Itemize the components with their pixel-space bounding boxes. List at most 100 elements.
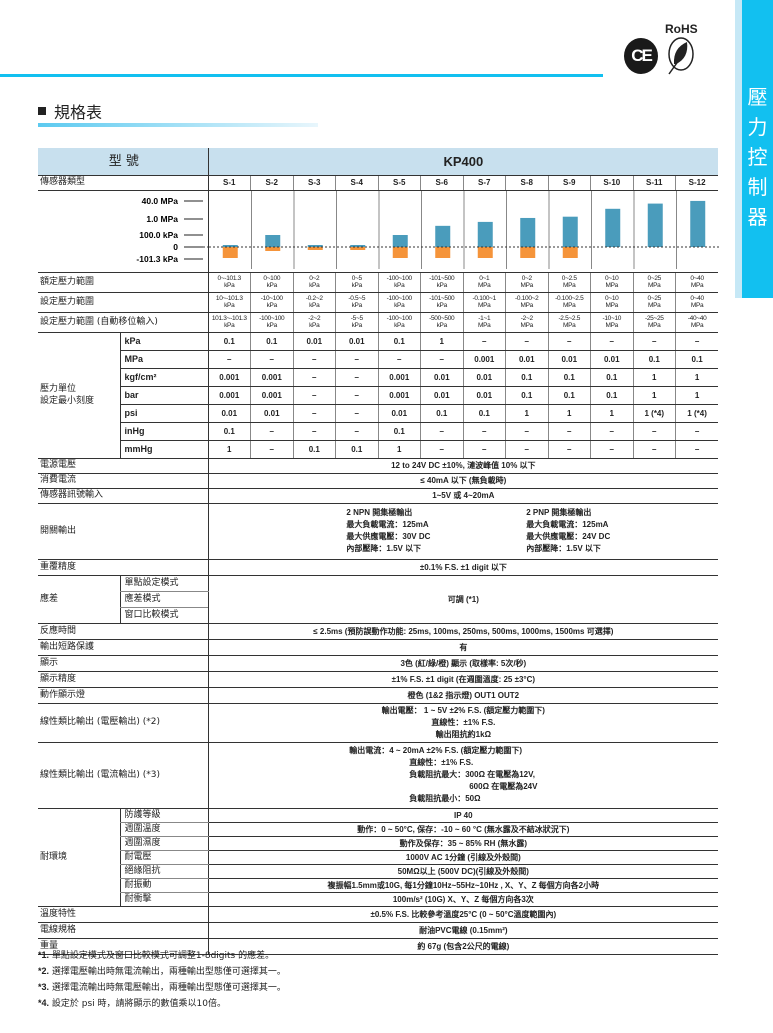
bar-negative-S-4 — [349, 247, 365, 250]
row-value: 輸出電流：4 ~ 20mA ±2% F.S. (額定壓力範圍下) 直線性：±1% … — [207, 742, 719, 809]
row-value: 輸出電壓： 1 ~ 5V ±2% F.S. (額定壓力範圍下) 直線性：±1% F… — [207, 703, 719, 743]
sensor-header: S-8 — [505, 175, 549, 191]
model-name: KP400 — [207, 148, 719, 176]
resolution-cell: 0.001 — [250, 368, 294, 387]
range-value: 0~2.5 — [561, 275, 577, 282]
bar-positive-S-2 — [264, 235, 280, 247]
range-value: 0~2 — [309, 275, 320, 282]
range-unit: MPa — [690, 322, 704, 329]
range-unit: kPa — [224, 282, 235, 289]
range-cell: 0~25 MPa — [632, 292, 676, 313]
hysteresis-row: 應差 單點設定模式 可調 (*1) — [38, 575, 719, 624]
range-value: 0~40 — [690, 275, 704, 282]
range-cell: -1~1 MPa — [462, 312, 506, 333]
unit-label: inHg — [119, 422, 209, 441]
range-value: -2~2 — [308, 315, 321, 322]
resolution-cell: – — [292, 386, 336, 405]
resolution-cell: 0.001 — [250, 386, 294, 405]
range-cell: -0.100~2.5 MPa — [547, 292, 591, 313]
row-value: ±0.5% F.S. 比較參考溫度25°C (0 ~ 50°C溫度範圍內) — [207, 906, 719, 923]
resolution-cell: 0.1 — [377, 422, 421, 441]
section-title: 規格表 — [38, 99, 102, 123]
text-line: 2 NPN 開集極輸出 — [346, 508, 413, 517]
resolution-cell: – — [335, 368, 379, 387]
range-value: 0~5 — [351, 275, 362, 282]
range-value: -10~100 — [260, 295, 283, 302]
range-cell: -40~40 MPa — [675, 312, 719, 333]
resolution-cell: 0.1 — [462, 404, 506, 423]
row-label: 額定壓力範圍 — [38, 272, 209, 293]
ce-logo: CE — [624, 38, 658, 74]
resolution-cell: – — [632, 332, 676, 351]
range-cell: -10~100 kPa — [250, 292, 294, 313]
resolution-cell: – — [250, 422, 294, 441]
y-tick-label: 40.0 MPa — [142, 196, 179, 206]
environment-row: 耐衝擊 100m/s² (10G) X、Y、Z 每個方向各3次 — [38, 892, 719, 907]
range-value: -0.5~5 — [348, 295, 366, 302]
resolution-cell: 0.001 — [207, 368, 251, 387]
bar-negative-S-7 — [477, 247, 493, 258]
hysteresis-mode: 單點設定模式 — [119, 575, 209, 592]
sensor-header: S-11 — [632, 175, 676, 191]
range-unit: MPa — [520, 322, 534, 329]
spec-table: 型 號 KP400 傳感器類型 S-1 S-2 S-3 S-4 S-5 S-6 S-7 S-8 S-9… — [38, 148, 719, 955]
resolution-cell: 1 — [632, 386, 676, 405]
resolution-cell: 0.001 — [462, 350, 506, 369]
resolution-cell: – — [420, 440, 464, 459]
range-value: 0~25 — [647, 275, 662, 282]
range-cell: 0~5 kPa — [335, 272, 379, 293]
row-value: 約 67g (包含2公尺的電線) — [207, 938, 719, 955]
text-line: 600Ω 在電壓為24V — [469, 782, 538, 791]
auto-range-row: 設定壓力範圍 (自動移位輸入) 101.3~-101.3 kPa -100~100 kP… — [38, 312, 719, 333]
bullet-square-icon — [38, 107, 46, 115]
resolution-cell: 0.01 — [420, 386, 464, 405]
resolution-cell: – — [335, 422, 379, 441]
resolution-cell: 1 — [675, 368, 719, 387]
range-unit: MPa — [648, 322, 661, 329]
sensor-header: S-10 — [590, 175, 634, 191]
resolution-cell: – — [675, 440, 719, 459]
resolution-cell: 0.01 — [377, 404, 421, 423]
resolution-cell: – — [590, 422, 634, 441]
unit-label: mmHg — [119, 440, 209, 459]
resolution-cell: 0.1 — [292, 440, 336, 459]
row-value: 複振幅1.5mm或10G, 每1分鐘10Hz~55Hz~10Hz , X、Y、Z… — [207, 878, 719, 893]
range-cell: -10~10 MPa — [590, 312, 634, 333]
range-cell: -101~500 kPa — [420, 272, 464, 293]
row-label: 顯示 — [38, 655, 209, 672]
chart-cell — [207, 190, 719, 273]
resolution-cell: 0.01 — [250, 404, 294, 423]
range-unit: MPa — [563, 322, 576, 329]
side-tab-char: 控 — [747, 145, 768, 169]
row-label: 線性類比輸出 (電流輸出) (*3) — [38, 742, 209, 809]
resolution-cell: – — [505, 332, 549, 351]
resolution-cell: – — [420, 422, 464, 441]
resolution-cell: – — [632, 440, 676, 459]
footnote: *1. 單點設定模式及窗口比較模式可調整1-8digits 的應差。 — [38, 948, 286, 964]
resolution-cell: 0.1 — [675, 350, 719, 369]
row-label: 傳感器類型 — [38, 175, 209, 191]
range-value: 0~100 — [263, 275, 281, 282]
range-value: -5~5 — [350, 315, 363, 322]
range-cell: 0~10 MPa — [590, 272, 634, 293]
range-value: -2~2 — [520, 315, 533, 322]
range-unit: kPa — [436, 282, 448, 289]
range-unit: MPa — [563, 302, 576, 309]
range-cell: -500~500 kPa — [420, 312, 464, 333]
bar-positive-S-1 — [222, 245, 238, 247]
range-value: 0~2 — [521, 275, 532, 282]
range-unit: kPa — [351, 282, 363, 289]
resolution-cell: – — [547, 332, 591, 351]
sensor-header: S-9 — [547, 175, 591, 191]
resolution-cell: 0.1 — [207, 422, 251, 441]
hysteresis-row: 應差模式 — [38, 591, 718, 608]
range-unit: kPa — [309, 302, 320, 309]
row-value: 12 to 24V DC ±10%, 漣波峰值 10% 以下 — [207, 458, 719, 474]
bar-positive-S-8 — [519, 217, 535, 247]
range-unit: MPa — [648, 302, 661, 309]
footnote-text: 設定於 psi 時，請將顯示的數值乘以10倍。 — [51, 999, 226, 1009]
range-cell: 0~100 kPa — [250, 272, 294, 293]
chart-plot — [208, 191, 719, 269]
row-label: 電源電壓 — [38, 458, 209, 474]
range-unit: kPa — [436, 302, 448, 309]
